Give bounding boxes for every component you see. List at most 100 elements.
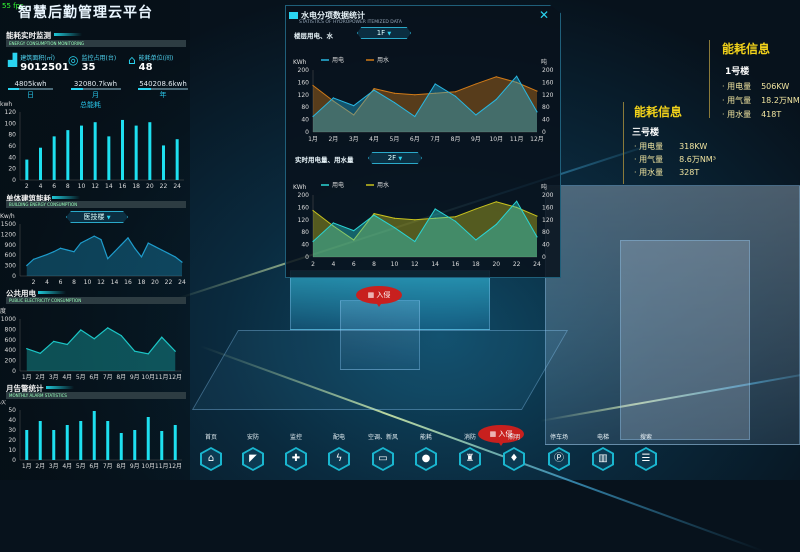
home-icon[interactable]: ⌂ [200, 447, 222, 471]
nav-item-elevator[interactable]: 电梯 ▥ [581, 432, 625, 471]
lightning-icon[interactable]: ϟ [328, 447, 350, 471]
nav-item-cctv[interactable]: 安防 ◤ [231, 432, 275, 471]
nav-item-search-list[interactable]: 搜索 ☰ [624, 432, 668, 471]
y-tick-label: 0 [305, 129, 309, 136]
nav-item-hydrant[interactable]: 消防 ♜ [448, 432, 492, 471]
section-accent [52, 196, 80, 199]
y-axis-label-right: 吨 [541, 183, 547, 191]
nav-label: 安防 [246, 434, 259, 441]
x-tick-label: 7月 [103, 463, 113, 470]
building-dropdown[interactable]: 医技楼 ▼ [66, 211, 128, 223]
building-model[interactable] [545, 185, 800, 445]
y-tick-label: 0 [12, 177, 16, 184]
air-conditioner-icon[interactable]: ▭ [372, 447, 394, 471]
info-card-2[interactable]: 能耗信息 三号楼 · 用电量 318KW · 用气量 8.6万NM³ · 用水量 32… [632, 103, 716, 178]
parking-icon[interactable]: Ⓟ [548, 447, 570, 471]
bar [173, 425, 177, 460]
bar [65, 425, 69, 460]
nav-item-parking[interactable]: 停车场 Ⓟ [537, 432, 581, 471]
nav-item-air-conditioner[interactable]: 空调、新风 ▭ [361, 432, 405, 471]
building-model[interactable] [620, 240, 750, 440]
data-point [93, 235, 95, 237]
y-tick-label: 160 [298, 79, 310, 86]
elevator-icon[interactable]: ▥ [592, 447, 614, 471]
bar [121, 119, 124, 180]
period-value: 4805kwh [14, 80, 47, 88]
x-tick-label: 18 [132, 183, 140, 190]
info-row: · 用水量 328T [634, 168, 700, 177]
y-tick-label: 0 [12, 273, 16, 280]
nav-label: 配电 [332, 434, 345, 441]
data-point [434, 217, 436, 219]
info-card-1[interactable]: 能耗信息 1号楼 · 用电量 506KW · 用气量 18.2万NM³ · 用水量 4… [722, 40, 800, 120]
data-point [495, 201, 497, 203]
intrusion-alert-marker[interactable]: ▦ 入侵 [356, 286, 402, 307]
hydrant-icon[interactable]: ♜ [459, 447, 481, 471]
nav-item-shield[interactable]: 监控 ✚ [274, 432, 318, 471]
period-year: 540208.6kwh 年 [138, 80, 188, 100]
section-subtitle-public: PUBLIC ELECTRICITY CONSUMPTION [6, 297, 186, 304]
cctv-icon[interactable]: ◤ [242, 447, 264, 471]
y-tick-label: 160 [298, 204, 310, 211]
series-line [26, 327, 176, 355]
x-tick-label: 10 [84, 279, 92, 286]
x-tick-label: 22 [513, 261, 521, 268]
data-point [39, 352, 41, 354]
intrusion-alert-marker[interactable]: ▦ 入侵 [478, 425, 524, 446]
info-value: 418T [761, 110, 782, 119]
data-point [434, 83, 436, 85]
y-tick-label: 600 [5, 252, 17, 259]
bar [175, 139, 179, 180]
period-row: 4805kwh 日 32080.7kwh 月 540208.6kwh 年 [8, 80, 188, 100]
series-line-用电 [312, 200, 538, 243]
area-fill-用水 [313, 201, 537, 257]
building-model[interactable] [340, 300, 420, 370]
close-icon[interactable]: ✕ [539, 8, 550, 22]
bar [80, 125, 83, 180]
popup-subtitle: STATISTICS OF HYDROPOWER ITEMIZED DATA [299, 20, 402, 25]
x-tick-label: 24 [178, 279, 186, 286]
section-accent [54, 33, 82, 36]
nav-item-lightning[interactable]: 配电 ϟ [317, 432, 361, 471]
nav-item-home[interactable]: 首页 ⌂ [189, 432, 233, 471]
floor-dropdown-1[interactable]: 1F ▼ [357, 27, 411, 39]
data-point [332, 225, 334, 227]
x-tick-label: 7月 [103, 374, 113, 381]
y-tick-label: 0 [12, 368, 16, 375]
x-tick-label: 11月 [510, 136, 524, 143]
legend-label: 用电 [332, 181, 344, 189]
data-point [353, 239, 355, 241]
y-tick-label: 200 [5, 358, 17, 365]
area-fill-用电 [313, 201, 537, 257]
area-fill [26, 327, 176, 371]
stat-item: ◎ 监控占用(台) 35 [68, 53, 128, 73]
data-point [161, 336, 163, 338]
x-tick-label: 2月 [35, 374, 45, 381]
x-tick-label: 3月 [49, 463, 59, 470]
x-tick-label: 12月 [168, 374, 182, 381]
bulb-icon[interactable]: ♦ [503, 447, 525, 471]
x-tick-label: 4月 [62, 374, 72, 381]
data-point [53, 251, 55, 253]
y-tick-label-right: 160 [542, 79, 554, 86]
search-list-icon[interactable]: ☰ [635, 447, 657, 471]
nav-label: 监控 [289, 434, 302, 441]
shield-icon[interactable]: ✚ [285, 447, 307, 471]
floor-dropdown-2[interactable]: 2F ▼ [368, 152, 422, 164]
data-point [475, 83, 477, 85]
y-tick-label-right: 200 [542, 192, 554, 199]
nav-item-bulb[interactable]: 照明 ♦ [492, 432, 536, 471]
nav-item-drop[interactable]: 能耗 ● [404, 432, 448, 471]
popup-section-realtime: 实时用电量、用水量 [295, 156, 354, 164]
drop-icon[interactable]: ● [415, 447, 437, 471]
y-tick-label: 0 [12, 457, 16, 464]
y-axis-label: Kw/h [0, 213, 15, 220]
data-point [161, 249, 163, 251]
x-tick-label: 2 [25, 183, 29, 190]
icon-glyph: ● [417, 449, 435, 469]
x-tick-label: 10 [391, 261, 399, 268]
y-tick-label-right: 80 [542, 104, 550, 111]
info-label: 用水量 [727, 110, 752, 119]
